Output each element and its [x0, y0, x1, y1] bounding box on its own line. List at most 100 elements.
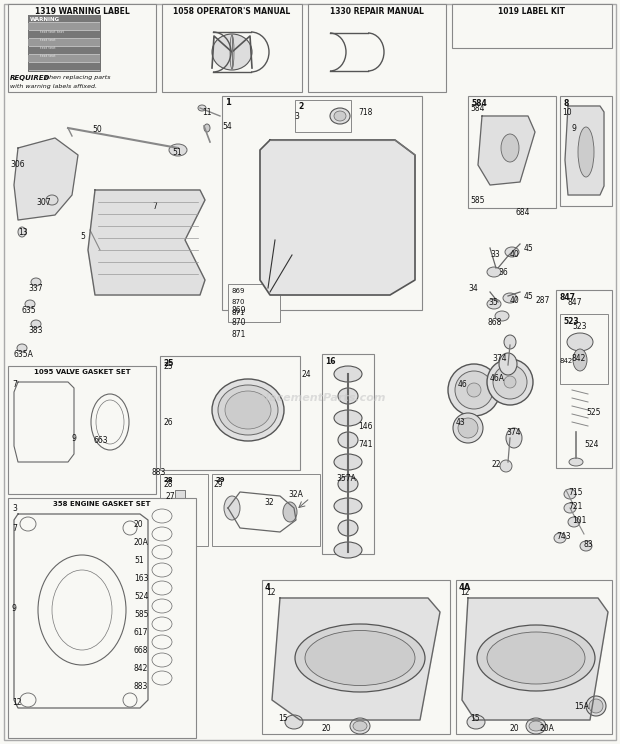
Text: 1: 1 [225, 98, 231, 107]
Ellipse shape [334, 111, 346, 121]
Text: 40: 40 [510, 296, 520, 305]
Ellipse shape [458, 418, 478, 438]
Ellipse shape [18, 227, 26, 237]
Text: 1019 LABEL KIT: 1019 LABEL KIT [498, 7, 565, 16]
Text: 847: 847 [568, 298, 583, 307]
Bar [556, 290, 612, 468]
Ellipse shape [503, 293, 517, 303]
Polygon shape [260, 140, 415, 295]
Text: 7: 7 [152, 202, 157, 211]
Text: 28: 28 [164, 480, 174, 489]
Text: 28: 28 [163, 477, 172, 483]
Ellipse shape [338, 520, 358, 536]
Ellipse shape [224, 496, 240, 520]
Ellipse shape [299, 186, 341, 230]
Ellipse shape [493, 365, 527, 399]
Text: 721: 721 [568, 502, 582, 511]
Ellipse shape [334, 366, 362, 382]
Text: 9: 9 [12, 604, 17, 613]
Ellipse shape [467, 715, 485, 729]
Text: eReplacementParts.com: eReplacementParts.com [234, 393, 386, 403]
Text: 374: 374 [492, 354, 507, 363]
Bar [28, 31, 100, 38]
Text: 5: 5 [80, 232, 85, 241]
Ellipse shape [305, 630, 415, 685]
Text: 523: 523 [563, 317, 578, 326]
Ellipse shape [487, 267, 501, 277]
Text: 7: 7 [12, 380, 17, 389]
Text: text text: text text [40, 54, 56, 58]
Text: 24: 24 [302, 370, 312, 379]
Ellipse shape [25, 300, 35, 308]
Text: 25: 25 [163, 359, 174, 368]
Text: 46: 46 [458, 380, 467, 389]
Text: 1330 REPAIR MANUAL: 1330 REPAIR MANUAL [330, 7, 424, 16]
Ellipse shape [169, 144, 187, 156]
Text: 9: 9 [572, 124, 577, 133]
Ellipse shape [230, 35, 234, 69]
Text: 2: 2 [298, 102, 303, 111]
Text: 307: 307 [36, 198, 51, 207]
Polygon shape [88, 190, 205, 295]
Text: 870: 870 [232, 318, 247, 327]
Ellipse shape [295, 624, 425, 692]
Text: 40: 40 [510, 250, 520, 259]
Text: 847: 847 [559, 293, 575, 302]
Ellipse shape [225, 391, 271, 429]
Text: 43: 43 [456, 418, 466, 427]
Text: 525: 525 [586, 408, 601, 417]
Ellipse shape [31, 320, 41, 328]
Ellipse shape [350, 718, 370, 734]
Ellipse shape [569, 458, 583, 466]
Text: 870: 870 [231, 299, 244, 305]
Ellipse shape [448, 364, 500, 416]
Text: 585: 585 [470, 196, 484, 205]
Text: 163: 163 [134, 574, 149, 583]
Ellipse shape [286, 172, 354, 244]
Text: 842: 842 [559, 358, 572, 364]
Text: 12: 12 [12, 698, 22, 707]
Text: 668: 668 [134, 646, 149, 655]
Text: 524: 524 [584, 440, 598, 449]
Text: 54: 54 [222, 122, 232, 131]
Bar [28, 15, 100, 22]
Text: 524: 524 [134, 592, 149, 601]
Text: 1058 OPERATOR'S MANUAL: 1058 OPERATOR'S MANUAL [174, 7, 291, 16]
Text: 36: 36 [498, 268, 508, 277]
Text: 10: 10 [562, 108, 572, 117]
Text: 374: 374 [506, 428, 521, 437]
Polygon shape [14, 138, 78, 220]
Text: 635A: 635A [14, 350, 34, 359]
Text: 4: 4 [265, 583, 271, 592]
Text: 1319 WARNING LABEL: 1319 WARNING LABEL [35, 7, 130, 16]
Ellipse shape [567, 333, 593, 351]
Ellipse shape [526, 718, 546, 734]
Text: 1095 VALVE GASKET SET: 1095 VALVE GASKET SET [33, 369, 130, 375]
Ellipse shape [487, 632, 585, 684]
Ellipse shape [580, 541, 592, 551]
Polygon shape [565, 106, 604, 195]
Ellipse shape [578, 127, 594, 177]
Ellipse shape [275, 161, 365, 255]
Bar [468, 96, 556, 208]
Bar [160, 356, 300, 470]
Text: 20: 20 [322, 724, 332, 733]
Bar [175, 490, 185, 534]
Ellipse shape [46, 195, 58, 205]
Text: 46A: 46A [490, 374, 505, 383]
Ellipse shape [285, 715, 303, 729]
Bar [28, 47, 100, 54]
Text: 27: 27 [166, 492, 175, 501]
Ellipse shape [504, 376, 516, 388]
Text: 842: 842 [572, 354, 587, 363]
Bar [28, 63, 100, 70]
Text: 51: 51 [134, 556, 144, 565]
Bar [160, 474, 208, 546]
Text: 20: 20 [510, 724, 520, 733]
Text: text text: text text [40, 46, 56, 50]
Ellipse shape [453, 413, 483, 443]
Text: 8: 8 [563, 99, 569, 108]
Ellipse shape [529, 721, 543, 731]
Bar [456, 580, 612, 734]
Bar [8, 498, 196, 738]
